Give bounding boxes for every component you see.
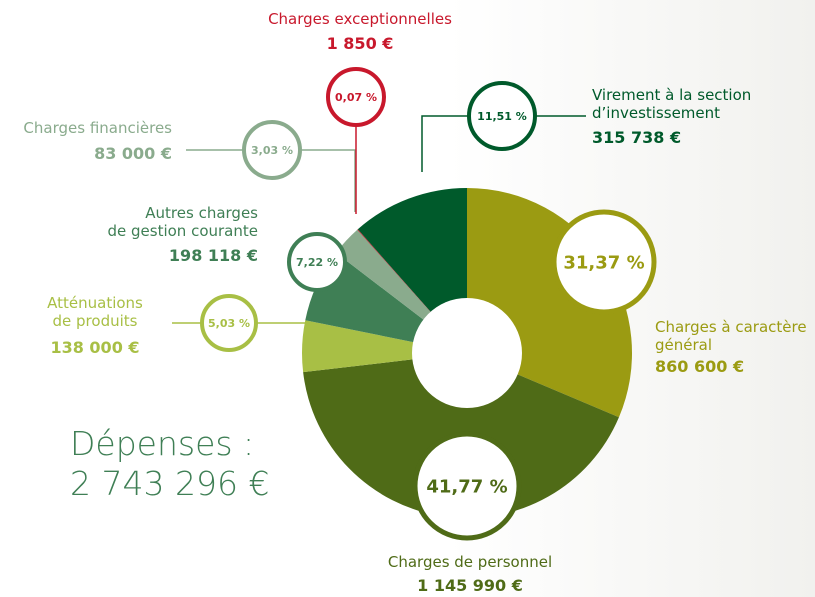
chart-total: 2 743 296 €: [70, 464, 269, 503]
value-label: 1 145 990 €: [370, 576, 570, 595]
value-label: 1 850 €: [220, 34, 500, 53]
category-label: Charges à caractère général: [655, 318, 807, 354]
category-label: Charges de personnel: [370, 553, 570, 571]
percent-label: 5,03 %: [208, 317, 250, 330]
percent-label: 31,37 %: [563, 252, 644, 273]
percent-label: 11,51 %: [477, 110, 527, 123]
category-label: Autres charges de gestion courante: [58, 204, 258, 240]
category-label: Charges financières: [0, 119, 172, 137]
value-label: 83 000 €: [0, 144, 172, 163]
chart-title: Dépenses :: [70, 424, 254, 463]
percent-label: 7,22 %: [296, 256, 338, 269]
category-label: Charges exceptionnelles: [220, 10, 500, 28]
connector: [422, 116, 469, 172]
percent-label: 41,77 %: [426, 476, 507, 497]
percent-label: 3,03 %: [251, 144, 293, 157]
value-label: 198 118 €: [58, 246, 258, 265]
page: 31,37 % 41,77 % 5,03 % 7,22 % 3,03 % 0,07 % 11…: [0, 0, 815, 597]
value-label: 860 600 €: [655, 357, 744, 376]
percent-label: 0,07 %: [335, 91, 377, 104]
category-label: Virement à la section d’investissement: [592, 86, 751, 122]
value-label: 138 000 €: [20, 338, 170, 357]
donut-hole: [412, 298, 522, 408]
connector: [300, 150, 355, 212]
category-label: Atténuations de produits: [20, 294, 170, 330]
value-label: 315 738 €: [592, 128, 681, 147]
